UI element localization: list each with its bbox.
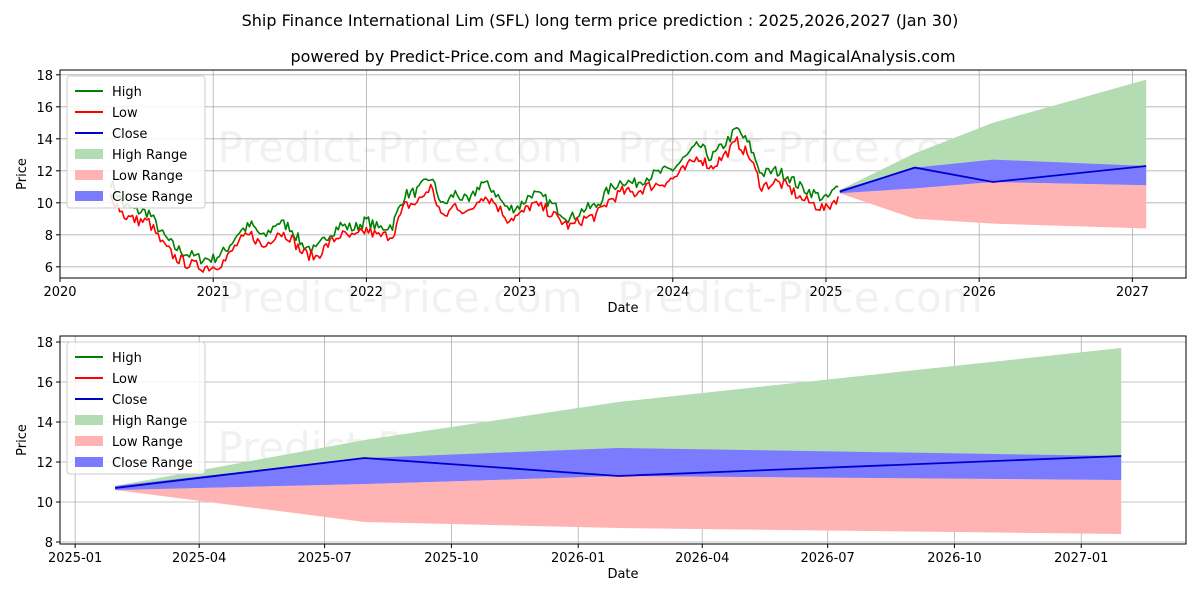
y-tick-label: 16 [36,376,53,391]
y-tick-label: 18 [36,69,53,84]
y-axis-label: Price [15,158,30,190]
y-axis-label: Price [15,424,30,456]
legend-swatch-high-range [75,149,103,159]
legend-label: Low Range [112,435,183,450]
legend-label: High [112,85,142,100]
x-tick-label: 2025-10 [424,551,478,566]
forecast-zoom-chart: Predict-Price.comPredict-Price.com2025-0… [15,335,1187,582]
high-series-line [109,126,839,265]
x-tick-label: 2026-07 [801,551,855,566]
legend-label: Close Range [112,456,193,471]
y-tick-label: 12 [36,165,53,180]
y-tick-label: 8 [45,229,53,244]
legend-swatch-low-range [75,436,103,446]
x-tick-label: 2025-01 [48,551,102,566]
x-tick-label: 2026-10 [927,551,981,566]
y-tick-label: 10 [36,496,53,511]
plot-frame [59,69,1187,279]
y-tick-label: 16 [36,101,53,116]
legend-swatch-low-range [75,170,103,180]
y-tick-label: 18 [36,336,53,351]
legend-label: High [112,351,142,366]
x-tick-label: 2026-01 [551,551,605,566]
x-tick-label: 2020 [43,285,76,300]
watermark-text: Predict-Price.com [217,123,582,172]
figure-subtitle: powered by Predict-Price.com and Magical… [290,47,955,66]
figure-title: Ship Finance International Lim (SFL) lon… [242,11,959,30]
x-tick-label: 2026-04 [675,551,729,566]
x-tick-label: 2022 [350,285,383,300]
legend-swatch-close-range [75,457,103,467]
legend-label: Close [112,393,147,408]
legend-label: Low [112,106,138,121]
y-tick-label: 8 [45,536,53,551]
x-tick-label: 2027-01 [1054,551,1108,566]
legend-swatch-high-range [75,415,103,425]
y-tick-label: 6 [45,261,53,276]
x-tick-label: 2024 [656,285,689,300]
legend-swatch-close-range [75,191,103,201]
x-tick-label: 2023 [503,285,536,300]
close-series-line [839,165,1147,193]
low-range-band [839,182,1147,229]
x-tick-label: 2025-04 [172,551,226,566]
plot-frame [59,335,1187,545]
x-tick-label: 2025-07 [297,551,351,566]
legend-label: High Range [112,414,187,429]
legend-label: Close [112,127,147,142]
x-tick-label: 2026 [963,285,996,300]
close-series-line [115,455,1122,489]
watermark-text: Predict-Price.com [217,273,582,322]
low-range-band [115,476,1122,534]
y-tick-label: 10 [36,197,53,212]
y-tick-label: 14 [36,133,53,148]
x-tick-label: 2027 [1116,285,1149,300]
x-axis-label: Date [607,301,638,316]
y-tick-label: 12 [36,456,53,471]
legend-label: Low Range [112,169,183,184]
legend-label: Close Range [112,190,193,205]
x-tick-label: 2021 [197,285,230,300]
x-axis-label: Date [607,567,638,582]
legend-label: Low [112,372,138,387]
long-term-chart: Predict-Price.com Predict-Price.com Predic… [15,69,1187,322]
x-tick-label: 2025 [809,285,842,300]
y-tick-label: 14 [36,416,53,431]
watermark-text: Predict-Price.com [617,273,982,322]
low-series-line [109,136,840,273]
legend-label: High Range [112,148,187,163]
